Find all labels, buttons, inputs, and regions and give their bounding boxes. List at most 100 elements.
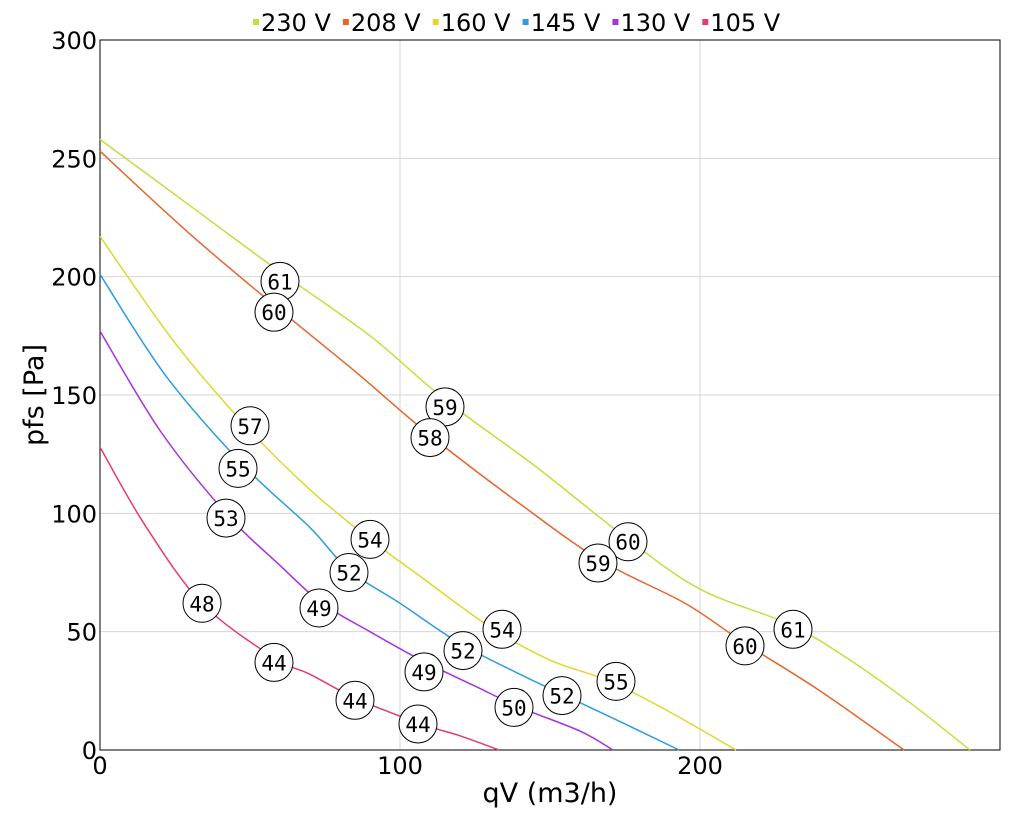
- x-tick-label: 100: [377, 752, 423, 780]
- efficiency-marker-circle: [398, 704, 438, 744]
- x-axis-ticks: 0 100 200: [92, 752, 723, 780]
- efficiency-marker-label: 49: [306, 597, 331, 621]
- efficiency-marker-circle: [182, 583, 222, 623]
- efficiency-marker-label: 59: [585, 552, 610, 576]
- efficiency-marker-label: 58: [417, 427, 442, 451]
- efficiency-marker-label: 60: [615, 531, 640, 555]
- efficiency-marker: 55: [596, 661, 636, 701]
- y-tick-label: 150: [51, 382, 97, 410]
- efficiency-marker-label: 52: [450, 640, 475, 664]
- efficiency-marker-label: 50: [501, 696, 526, 720]
- legend-label: 105 V: [710, 9, 780, 37]
- x-tick-label: 0: [92, 752, 107, 780]
- legend-swatch: [522, 19, 529, 25]
- efficiency-marker-label: 52: [549, 685, 574, 709]
- efficiency-marker: 60: [725, 626, 765, 666]
- legend-item[interactable]: 105 V: [702, 9, 781, 37]
- series-layer: [99, 138, 971, 751]
- legend-label: 230 V: [261, 9, 331, 37]
- efficiency-marker: 59: [425, 387, 465, 427]
- legend-item[interactable]: 230 V: [253, 9, 331, 37]
- efficiency-marker-label: 44: [261, 651, 286, 675]
- legend-swatch: [432, 19, 439, 25]
- y-tick-label: 200: [51, 264, 97, 292]
- efficiency-marker: 44: [398, 704, 438, 744]
- efficiency-marker-label: 60: [261, 301, 286, 325]
- legend-item[interactable]: 145 V: [522, 9, 601, 37]
- efficiency-marker-circle: [578, 543, 618, 583]
- efficiency-marker-circle: [254, 292, 294, 332]
- efficiency-marker-label: 61: [267, 270, 292, 294]
- efficiency-marker: 52: [542, 676, 582, 716]
- efficiency-marker: 44: [254, 642, 294, 682]
- efficiency-marker-label: 49: [411, 661, 436, 685]
- efficiency-marker: 60: [608, 522, 648, 562]
- efficiency-marker-label: 53: [213, 507, 238, 531]
- y-axis-title: pfs [Pa]: [19, 344, 50, 446]
- efficiency-marker: 61: [260, 261, 300, 301]
- efficiency-marker-circle: [596, 661, 636, 701]
- series-line-105v: [99, 446, 500, 751]
- efficiency-marker: 61: [773, 609, 813, 649]
- efficiency-marker-circle: [350, 519, 390, 559]
- efficiency-marker: 52: [329, 553, 369, 592]
- efficiency-marker-circle: [542, 676, 582, 716]
- efficiency-marker-circle: [773, 609, 813, 649]
- efficiency-marker: 60: [254, 292, 294, 332]
- efficiency-marker-circle: [218, 448, 258, 488]
- legend-label: 145 V: [531, 9, 601, 37]
- legend-label: 130 V: [620, 9, 690, 37]
- series-line-208v: [99, 150, 905, 751]
- efficiency-marker: 53: [206, 498, 246, 538]
- efficiency-marker-label: 57: [237, 415, 262, 439]
- efficiency-marker-label: 54: [357, 528, 382, 552]
- y-tick-label: 300: [51, 27, 97, 55]
- legend-swatch: [342, 19, 349, 25]
- efficiency-marker: 55: [218, 448, 258, 488]
- legend-item[interactable]: 130 V: [612, 9, 691, 37]
- plot-frame: [99, 39, 1001, 751]
- efficiency-marker-circle: [494, 687, 534, 727]
- efficiency-marker-label: 55: [225, 457, 250, 481]
- efficiency-marker-label: 60: [732, 635, 757, 659]
- legend-swatch: [612, 19, 619, 25]
- efficiency-marker-circle: [608, 522, 648, 562]
- efficiency-marker-label: 44: [405, 713, 430, 737]
- legend-item[interactable]: 160 V: [432, 9, 511, 37]
- efficiency-marker-circle: [329, 553, 369, 592]
- y-axis-ticks: 0 50 100 150 200 250 300: [51, 27, 97, 765]
- efficiency-marker: 44: [335, 680, 375, 720]
- legend-swatch: [253, 19, 259, 25]
- efficiency-marker: 57: [230, 406, 270, 446]
- series-line-230v: [99, 138, 971, 751]
- x-axis-title: qV (m3/h): [483, 778, 618, 809]
- efficiency-marker: 59: [578, 543, 618, 583]
- legend-item[interactable]: 208 V: [342, 9, 421, 37]
- efficiency-marker-label: 54: [489, 618, 514, 642]
- legend[interactable]: 230 V 208 V 160 V 145 V 130 V 105 V: [253, 9, 781, 37]
- efficiency-marker-circle: [299, 588, 339, 628]
- efficiency-marker: 58: [410, 418, 450, 458]
- efficiency-marker-circle: [410, 418, 450, 458]
- y-tick-label: 250: [51, 145, 97, 173]
- efficiency-marker-circle: [725, 626, 765, 666]
- efficiency-marker: 52: [443, 631, 483, 671]
- efficiency-marker-circle: [230, 406, 270, 446]
- efficiency-marker-label: 48: [189, 592, 214, 616]
- efficiency-marker: 49: [299, 588, 339, 628]
- efficiency-marker-label: 55: [603, 670, 628, 694]
- y-tick-label: 100: [51, 500, 97, 528]
- x-tick-label: 200: [677, 752, 723, 780]
- legend-label: 208 V: [351, 9, 421, 37]
- efficiency-marker-circle: [254, 642, 294, 682]
- efficiency-marker-label: 61: [780, 618, 805, 642]
- efficiency-marker: 54: [482, 609, 522, 649]
- efficiency-marker: 50: [494, 687, 534, 727]
- marker-layer: 6159606160585960575454555552525253494950…: [182, 261, 813, 744]
- y-tick-label: 50: [66, 619, 97, 647]
- efficiency-marker: 49: [404, 652, 444, 692]
- legend-label: 160 V: [441, 9, 511, 37]
- efficiency-marker: 48: [182, 583, 222, 623]
- efficiency-marker-label: 44: [342, 689, 367, 713]
- efficiency-marker-circle: [443, 631, 483, 671]
